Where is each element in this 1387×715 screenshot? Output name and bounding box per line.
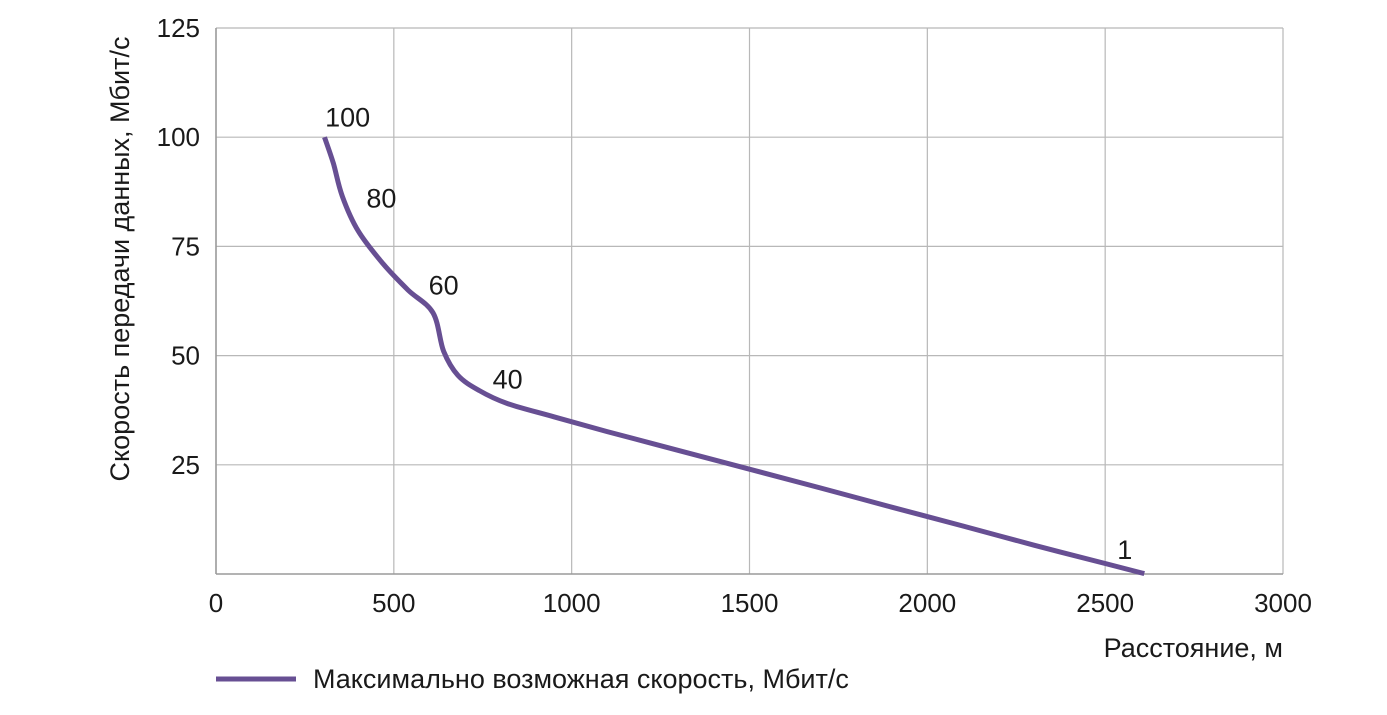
annotations: 100 80 60 40 1 — [325, 103, 1132, 565]
series-layer — [322, 136, 1145, 577]
x-tick-label: 1000 — [543, 588, 601, 618]
y-tick-label: 50 — [171, 341, 200, 371]
legend-label: Максимально возможная скорость, Мбит/с — [313, 664, 849, 694]
y-tick-label: 125 — [157, 13, 200, 43]
data-label: 60 — [429, 271, 459, 301]
grid-layer — [216, 27, 1284, 574]
axis-layer — [215, 28, 1283, 575]
data-label: 1 — [1117, 535, 1132, 565]
data-label: 40 — [493, 365, 523, 395]
x-tick-label: 0 — [209, 588, 223, 618]
data-label: 80 — [366, 183, 396, 213]
y-axis-title: Скорость передачи данных, Мбит/с — [105, 37, 135, 482]
x-axis-title: Расстояние, м — [1104, 633, 1283, 663]
data-label: 100 — [325, 103, 370, 133]
x-tick-label: 3000 — [1254, 588, 1312, 618]
y-tick-label: 100 — [157, 122, 200, 152]
x-tick-label: 500 — [372, 588, 415, 618]
series-line — [322, 136, 1145, 577]
x-tick-label: 2500 — [1076, 588, 1134, 618]
y-tick-label: 75 — [171, 231, 200, 261]
x-tick-label: 1500 — [721, 588, 779, 618]
legend: Максимально возможная скорость, Мбит/с — [216, 664, 849, 694]
y-tick-label: 25 — [171, 450, 200, 480]
x-tick-label: 2000 — [898, 588, 956, 618]
tick-labels: 0 500 1000 1500 2000 2500 3000 25 50 75 100 125 — [157, 13, 1312, 618]
